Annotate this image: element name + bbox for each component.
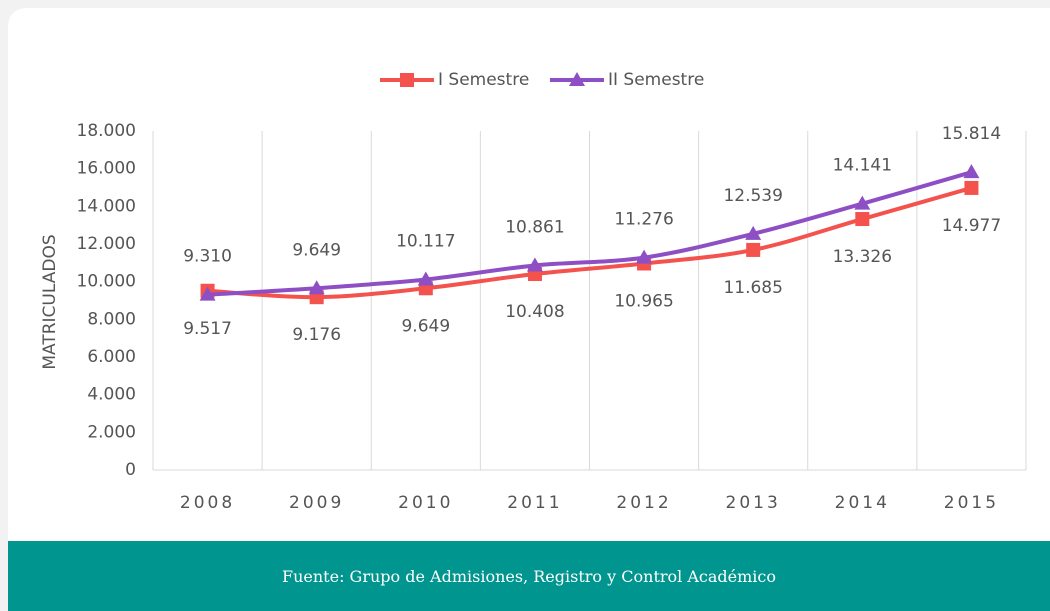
marker [199,286,216,301]
marker [308,280,325,295]
y-axis-title: MATRICULADOS [40,234,60,369]
data-label: 9.649 [292,240,341,260]
data-label: 12.539 [723,186,782,206]
marker [964,180,979,195]
y-tick-label: 14.000 [77,196,136,216]
marker [855,212,870,227]
data-label: 10.408 [505,302,564,322]
x-tick-label: 2009 [289,493,344,513]
x-tick-label: 2011 [507,493,562,513]
chart: MATRICULADOS 0 2.000 4.000 6.000 8.000 10.000… [8,8,1050,541]
data-label: 9.176 [292,325,341,345]
data-label: 14.141 [833,156,892,176]
y-tick-label: 10.000 [77,272,136,292]
marker [745,225,762,240]
legend-label: I Semestre [438,70,529,90]
data-label: 9.649 [401,316,450,336]
marker [963,164,980,179]
series-line [207,170,972,297]
legend-label: II Semestre [608,70,704,90]
marker [526,257,543,272]
marker [636,249,653,264]
marker [854,195,871,210]
x-tick-label: 2014 [835,493,890,513]
y-tick-label: 0 [125,460,136,480]
data-label: 11.276 [614,210,673,230]
data-label: 15.814 [942,124,1001,144]
y-tick-label: 16.000 [77,159,136,179]
data-label: 13.326 [833,247,892,267]
y-tick-label: 18.000 [77,121,136,141]
y-tick-label: 4.000 [87,385,136,405]
data-label: 10.117 [396,231,455,251]
marker [746,242,761,257]
x-tick-label: 2015 [944,493,999,513]
x-tick-label: 2012 [616,493,671,513]
data-label: 14.977 [942,216,1001,236]
data-label: 11.685 [723,278,782,298]
x-tick-label: 2013 [726,493,781,513]
data-label: 9.310 [183,247,232,267]
data-label: 10.861 [505,217,564,237]
data-label: 9.517 [183,319,232,339]
y-tick-label: 8.000 [87,309,136,329]
footer: Fuente: Grupo de Admisiones, Registro y … [8,541,1050,611]
y-tick-label: 2.000 [87,422,136,442]
x-tick-label: 2010 [398,493,453,513]
y-tick-label: 12.000 [77,234,136,254]
marker [569,72,585,86]
series-line [207,186,972,300]
x-tick-label: 2008 [180,493,235,513]
marker [417,271,434,286]
data-label: 10.965 [614,291,673,311]
marker [400,73,414,87]
y-tick-label: 6.000 [87,347,136,367]
